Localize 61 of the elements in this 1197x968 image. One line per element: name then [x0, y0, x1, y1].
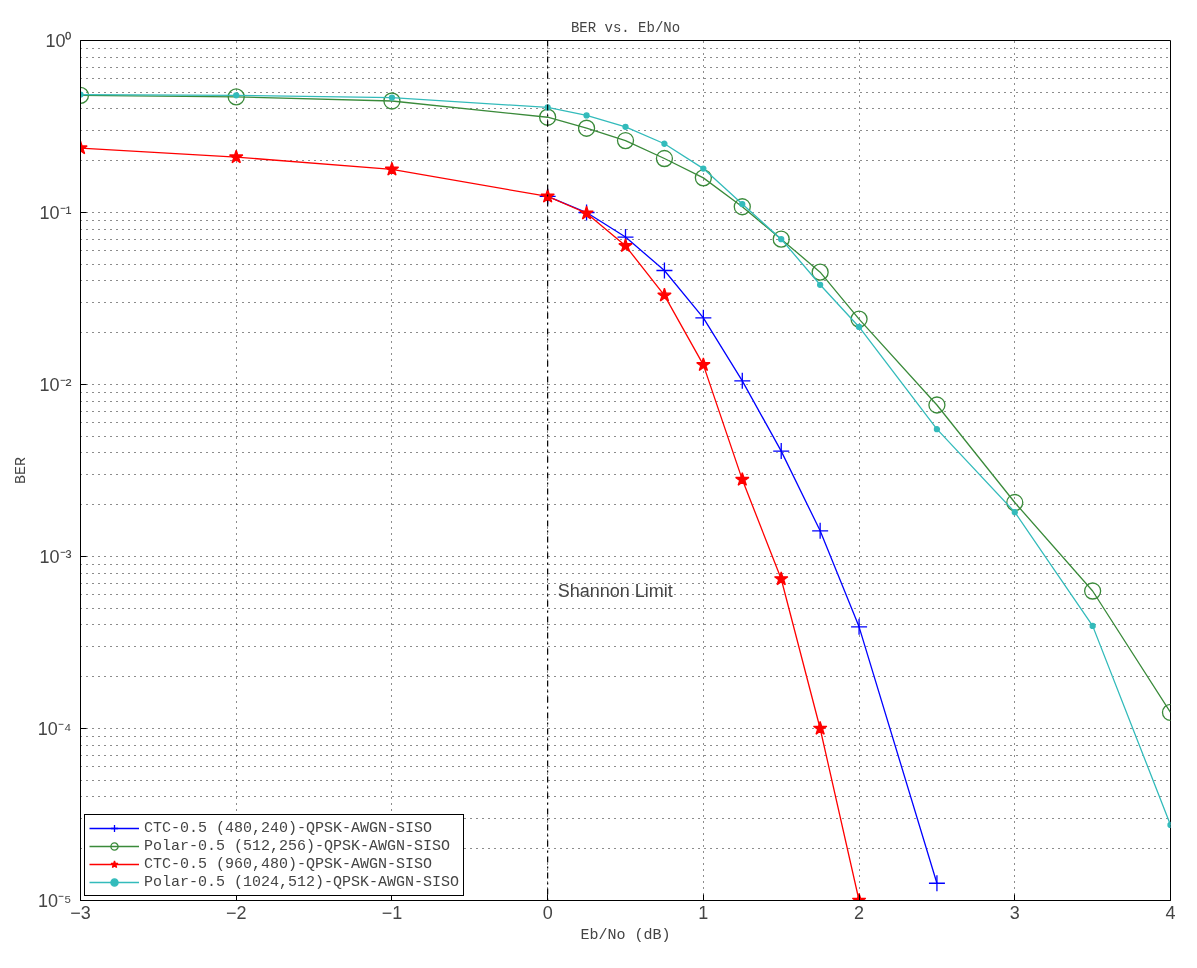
y-tick-label: 10⁻⁴: [37, 718, 72, 739]
point: [616, 131, 635, 150]
point: [812, 720, 828, 735]
point: [661, 140, 668, 147]
point: [1083, 582, 1102, 600]
legend-label: CTC-0.5 (480,240)-QPSK-AWGN-SISO: [144, 819, 433, 837]
x-tick-label: 0: [542, 902, 553, 923]
point: [772, 230, 790, 248]
point: [618, 238, 633, 253]
point: [228, 149, 244, 164]
x-tick-label: 2: [854, 902, 865, 923]
x-tick-label: 4: [1165, 902, 1176, 923]
point: [622, 123, 629, 130]
point: [227, 88, 245, 106]
point: [694, 309, 713, 327]
y-tick-label: 10⁰: [45, 30, 72, 51]
legend-label: CTC-0.5 (960,480)-QPSK-AWGN-SISO: [144, 855, 433, 873]
point: [694, 169, 713, 187]
ref-line-label: Shannon Limit: [557, 580, 673, 601]
point: [928, 874, 946, 892]
point: [384, 161, 400, 176]
point: [855, 323, 863, 331]
point: [772, 442, 790, 460]
point: [1011, 509, 1018, 516]
point: [850, 618, 868, 636]
x-tick-label: −1: [381, 902, 403, 923]
point: [850, 310, 868, 328]
y-axis-title: BER: [12, 456, 30, 484]
point: [1006, 493, 1024, 512]
point: [1089, 622, 1096, 630]
legend-label: Polar-0.5 (1024,512)-QPSK-AWGN-SISO: [144, 873, 460, 891]
x-axis-title: Eb/No (dB): [580, 926, 671, 944]
y-tick-label: 10⁻³: [39, 546, 72, 567]
chart-title: BER vs. Eb/No: [570, 19, 681, 36]
point: [773, 571, 789, 586]
point: [696, 357, 711, 372]
point: [544, 104, 551, 111]
point: [657, 287, 672, 302]
x-tick-label: −3: [70, 902, 91, 923]
y-tick-label: 10⁻¹: [39, 202, 72, 223]
point: [816, 281, 824, 288]
y-tick-label: 10⁻⁵: [38, 890, 72, 911]
point: [734, 471, 750, 486]
legend-label: Polar-0.5 (512,256)-QPSK-AWGN-SISO: [144, 837, 451, 855]
point: [811, 263, 829, 281]
point: [811, 522, 829, 540]
point: [655, 261, 674, 280]
point: [577, 119, 596, 137]
point: [928, 396, 946, 414]
point: [538, 108, 557, 126]
point: [583, 112, 590, 119]
point: [733, 198, 751, 216]
x-tick-label: −2: [225, 902, 247, 923]
point: [383, 92, 401, 110]
point: [700, 165, 707, 172]
point: [655, 149, 674, 168]
x-tick-label: 3: [1009, 902, 1020, 923]
point: [733, 372, 751, 390]
point: [933, 426, 941, 433]
y-tick-label: 10⁻²: [39, 374, 72, 395]
x-tick-label: 1: [698, 902, 709, 923]
